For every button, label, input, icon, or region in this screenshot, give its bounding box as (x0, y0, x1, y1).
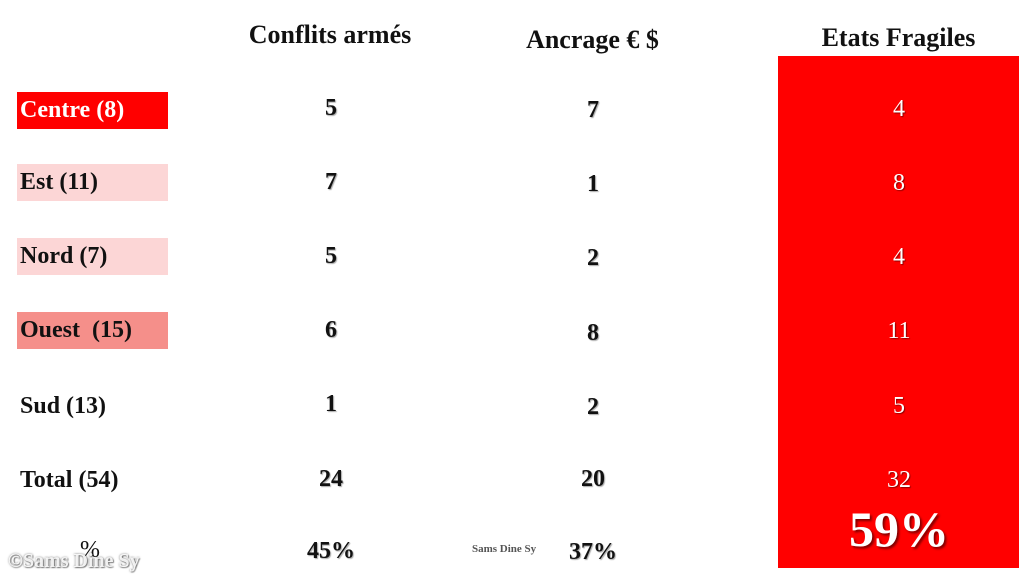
value-etats-est: 8 (893, 170, 905, 196)
value-etats-centre: 4 (893, 96, 905, 122)
header-etats-fragiles: Etats Fragiles (821, 23, 976, 52)
etats-fragiles-column-background (778, 56, 1019, 568)
value-etats-ouest: 11 (887, 318, 911, 344)
value-conflits-percent: 45% (307, 538, 355, 564)
value-conflits-nord: 5 (325, 243, 337, 269)
row-label-est: Est (11) (17, 164, 168, 201)
value-conflits-centre: 5 (325, 95, 337, 121)
value-ancrage-ouest: 8 (587, 320, 599, 346)
value-conflits-ouest: 6 (325, 317, 337, 343)
header-ancrage: Ancrage € $ (526, 25, 659, 54)
row-label-total: Total (54) (20, 467, 119, 493)
value-ancrage-centre: 7 (587, 97, 599, 123)
value-ancrage-est: 1 (587, 171, 599, 197)
value-ancrage-total: 20 (581, 466, 605, 492)
value-etats-sud: 5 (893, 393, 905, 419)
value-etats-total: 32 (887, 467, 911, 493)
value-conflits-sud: 1 (325, 391, 337, 417)
row-label-nord: Nord (7) (17, 238, 168, 275)
value-ancrage-nord: 2 (587, 245, 599, 271)
value-etats-nord: 4 (893, 244, 905, 270)
row-label-ouest: Ouest (15) (17, 312, 168, 349)
watermark-author: Sams Dine Sy (472, 543, 537, 555)
value-conflits-est: 7 (325, 169, 337, 195)
row-label-sud: Sud (13) (20, 393, 107, 419)
row-label-centre: Centre (8) (17, 92, 168, 129)
value-etats-percent: 59% (849, 501, 949, 557)
header-conflits-armes: Conflits armés (248, 20, 412, 49)
value-conflits-total: 24 (319, 466, 343, 492)
value-ancrage-sud: 2 (587, 394, 599, 420)
watermark-copyright: ©Sams Dine Sy (8, 550, 140, 572)
value-ancrage-percent: 37% (569, 539, 617, 565)
row-label-percent: % (80, 537, 100, 563)
